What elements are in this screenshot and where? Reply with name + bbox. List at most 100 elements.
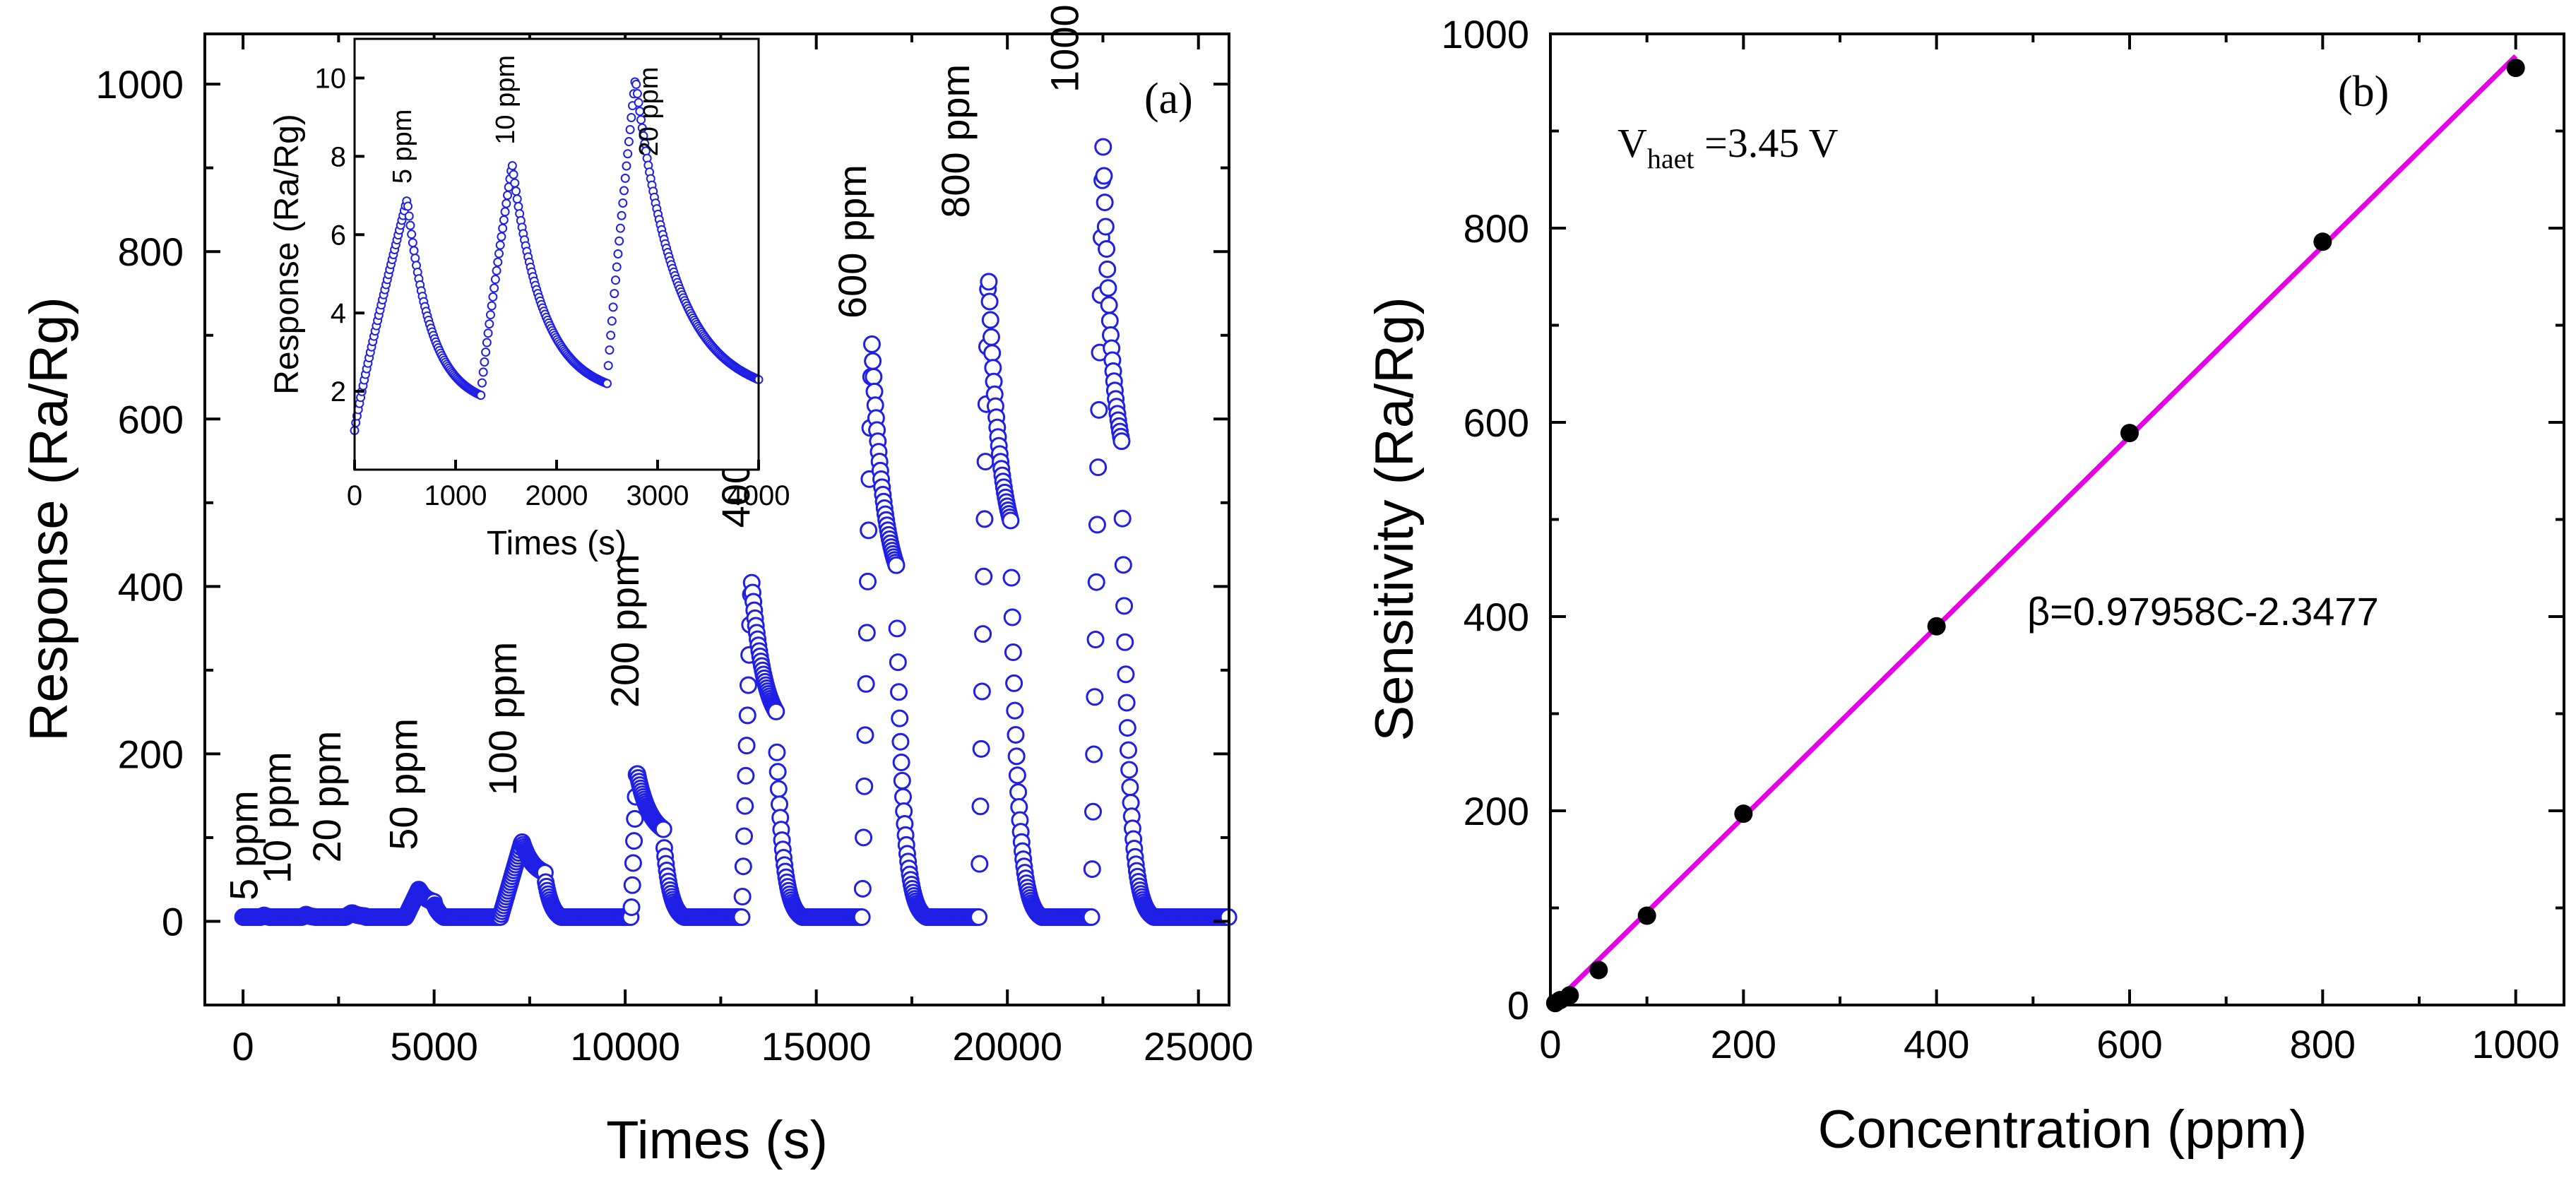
response-point: [855, 828, 873, 847]
inset-response-point: [404, 211, 414, 221]
inset-response-point: [497, 232, 506, 242]
inset-response-point: [492, 266, 501, 275]
response-point: [1095, 167, 1113, 185]
response-point: [892, 753, 910, 771]
inset-response-point: [477, 378, 487, 388]
x-tick-label: 1000: [2471, 1022, 2560, 1066]
inset-x-axis-title: Times (s): [487, 525, 627, 562]
response-point: [733, 887, 752, 905]
response-point: [1084, 802, 1102, 821]
inset-response-point: [618, 198, 628, 208]
sensitivity-point: [1589, 961, 1608, 980]
panel-a-x-axis-title: Times (s): [606, 1110, 828, 1170]
inset-response-point: [619, 186, 629, 196]
response-point: [860, 521, 878, 540]
panel-b-heater-voltage: Vhaet =3.45 V: [1618, 120, 1839, 174]
inset-response-point: [514, 201, 523, 211]
response-point: [1100, 311, 1119, 330]
response-point: [1086, 630, 1105, 648]
response-point: [1088, 516, 1106, 534]
inset-response-point: [410, 254, 420, 263]
inset-response-point: [495, 240, 505, 250]
inset-concentration-label: 10 ppm: [491, 55, 521, 145]
response-point: [1090, 400, 1108, 419]
sensitivity-point: [2506, 59, 2525, 78]
inset-response-point: [407, 230, 417, 239]
inset-response-point: [403, 201, 413, 211]
x-tick-label: 400: [1904, 1022, 1969, 1066]
response-point: [736, 797, 754, 815]
inset-concentration-label: 5 ppm: [388, 109, 417, 184]
response-point: [857, 624, 876, 642]
response-point: [865, 368, 883, 386]
y-tick-label: 200: [1464, 789, 1529, 833]
x-tick-label: 25000: [1144, 1024, 1254, 1069]
response-point: [1118, 719, 1136, 737]
response-point: [625, 832, 643, 850]
y-tick-label: 800: [1464, 206, 1529, 251]
inset-response-point: [632, 89, 642, 99]
sensitivity-point: [1734, 804, 1753, 824]
response-point: [1096, 218, 1115, 236]
response-point: [1121, 778, 1139, 797]
inset-response-point: [498, 223, 508, 233]
inset-y-tick-label: 2: [331, 376, 346, 408]
concentration-label: 5 ppm: [222, 790, 266, 900]
vheat-subscript: haet: [1647, 143, 1694, 174]
x-tick-label: 15000: [761, 1024, 872, 1069]
panel-a-label: (a): [1144, 75, 1193, 123]
response-point: [768, 763, 787, 781]
y-tick-label: 1000: [95, 62, 184, 107]
response-point: [893, 771, 911, 790]
inset-response-point: [610, 289, 619, 299]
response-point: [1119, 741, 1137, 759]
response-point: [1009, 783, 1028, 802]
inset-response-point: [510, 178, 520, 188]
response-point: [856, 726, 874, 744]
concentration-label: 10 ppm: [255, 751, 299, 884]
panel-a-response-series: [234, 138, 1237, 927]
response-point: [975, 510, 994, 528]
inset-y-axis-title: Response (Ra/Rg): [268, 114, 306, 395]
inset-response-point: [408, 238, 417, 248]
inset-response-point: [501, 198, 511, 208]
response-point: [1098, 239, 1116, 258]
concentration-label: 100 ppm: [480, 642, 525, 796]
response-point: [981, 311, 999, 329]
inset-response-point: [617, 210, 627, 220]
inset-y-tick-label: 6: [331, 220, 346, 251]
inset-response-point: [487, 301, 497, 311]
inset-response-point: [620, 173, 630, 183]
response-point: [735, 827, 754, 845]
response-point: [972, 739, 990, 758]
response-point: [1002, 569, 1021, 587]
y-tick-label: 800: [118, 230, 184, 274]
response-point: [1098, 260, 1117, 278]
response-point: [855, 777, 874, 795]
inset-tick-labels: 0 1000 2000 3000 4000 2 4 6 8 10: [315, 63, 790, 511]
response-point: [1005, 674, 1023, 692]
response-point: [1007, 747, 1026, 766]
response-point: [738, 706, 756, 725]
response-point: [862, 335, 881, 353]
response-point: [853, 879, 872, 898]
panel-a-frame: [203, 32, 1230, 1006]
response-point: [1082, 908, 1100, 927]
concentration-label: 600 ppm: [830, 165, 874, 319]
inset-response-point: [476, 391, 486, 400]
response-point: [1083, 860, 1101, 879]
inset-y-tick-label: 10: [315, 63, 347, 94]
sensitivity-point: [1637, 906, 1656, 925]
inset-response-point: [611, 275, 621, 285]
x-tick-label: 200: [1711, 1022, 1776, 1066]
inset-response-point: [507, 161, 517, 171]
response-point: [1114, 556, 1132, 574]
response-point: [768, 743, 786, 761]
inset-response-point: [603, 361, 613, 371]
response-point: [976, 453, 995, 471]
response-point: [769, 780, 788, 798]
x-tick-label: 0: [1539, 1022, 1561, 1066]
response-point: [888, 619, 906, 638]
concentration-label: 20 ppm: [304, 731, 349, 863]
response-point: [1002, 511, 1020, 530]
